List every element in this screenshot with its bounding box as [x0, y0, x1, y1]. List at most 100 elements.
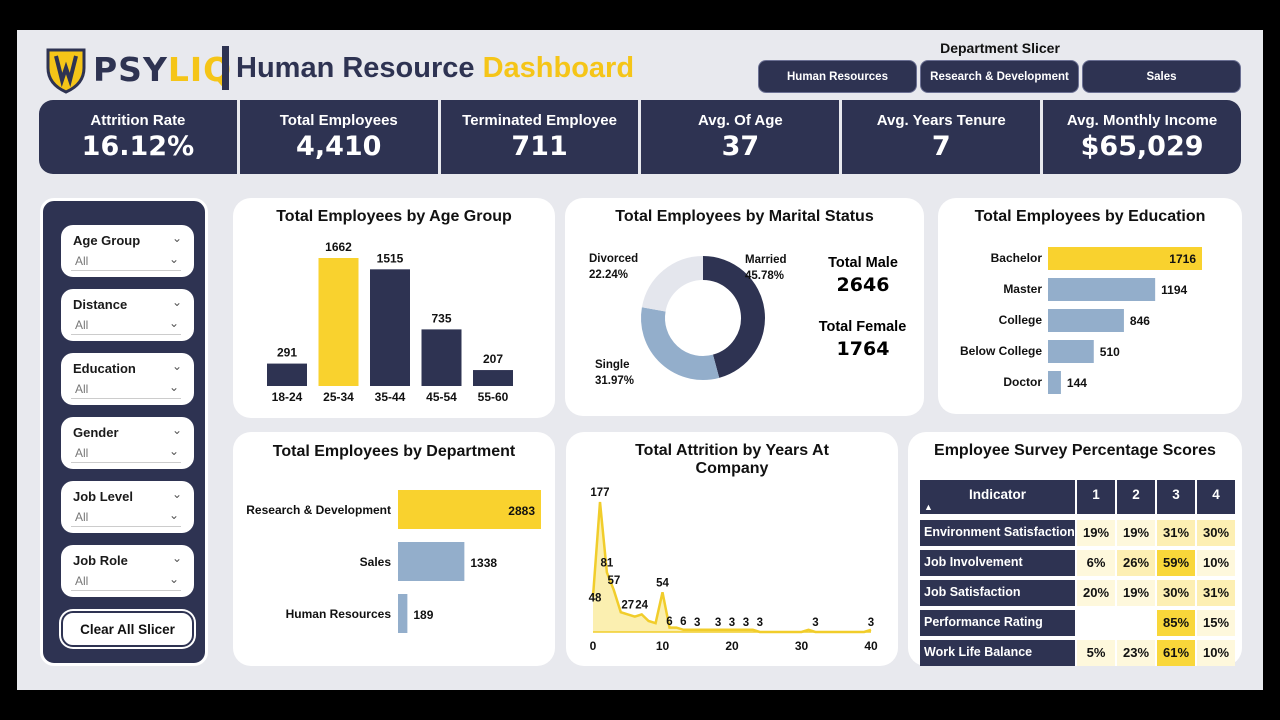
filter-panel: Age Group ⌄ All ⌄ Distance ⌄ All ⌄ Education… [40, 198, 208, 666]
filter-distance[interactable]: Distance ⌄ All ⌄ [61, 289, 194, 341]
survey-score-cell: 31% [1197, 580, 1235, 606]
age-group-chart-title: Total Employees by Age Group [276, 208, 512, 225]
education-category-label: Below College [960, 344, 1042, 358]
job-level-select[interactable]: All ⌄ [71, 508, 181, 527]
survey-header-3[interactable]: 3 [1157, 480, 1195, 514]
survey-row: Job Involvement 6% 26% 59% 10% [920, 550, 1235, 576]
survey-indicator-label: Job Involvement [920, 550, 1075, 576]
survey-score-cell: 20% [1077, 580, 1115, 606]
chevron-down-icon[interactable]: ⌄ [171, 551, 182, 565]
dept-button-research-development[interactable]: Research & Development [920, 60, 1079, 93]
survey-card: Employee Survey Percentage Scores Indica… [908, 432, 1242, 666]
age-bar [370, 269, 410, 386]
survey-score-cell: 85% [1157, 610, 1195, 636]
attrition-point-label: 54 [656, 577, 669, 589]
survey-header-1[interactable]: 1 [1077, 480, 1115, 514]
survey-indicator-label: Work Life Balance [920, 640, 1075, 666]
survey-header-4[interactable]: 4 [1197, 480, 1235, 514]
attrition-point-label: 3 [715, 617, 721, 629]
attrition-point-label: 81 [601, 558, 614, 570]
education-category-label: College [999, 313, 1043, 327]
attrition-point-label: 24 [635, 599, 648, 611]
marital-status-card: Total Employees by Marital Status Marrie… [565, 198, 924, 416]
education-category-label: Master [1003, 282, 1042, 296]
age-group-chart: 291 18-24 1662 25-34 1515 35-44 735 45-54 207 55-… [267, 240, 513, 404]
attrition-chart-title: Total Attrition by Years At Company [635, 442, 829, 477]
attrition-x-tick: 20 [725, 639, 739, 653]
job-role-select[interactable]: All ⌄ [71, 572, 181, 591]
total-female-value: 1764 [836, 338, 890, 360]
attrition-point-label: 3 [812, 617, 818, 629]
dept-button-sales[interactable]: Sales [1082, 60, 1241, 93]
attrition-x-tick: 10 [656, 639, 670, 653]
attrition-point-label: 177 [590, 487, 609, 499]
chevron-down-icon[interactable]: ⌄ [171, 359, 182, 373]
survey-row: Work Life Balance 5% 23% 61% 10% [920, 640, 1235, 666]
age-bar-label: 1662 [325, 240, 352, 254]
age-bar-label: 291 [277, 346, 297, 360]
chevron-down-icon[interactable]: ⌄ [171, 295, 182, 309]
survey-score-cell [1117, 610, 1155, 636]
survey-score-cell: 19% [1117, 520, 1155, 546]
survey-score-cell: 19% [1117, 580, 1155, 606]
sort-ascending-icon: ▲ [924, 502, 933, 512]
survey-indicator-label: Environment Satisfaction [920, 520, 1075, 546]
chevron-down-icon[interactable]: ⌄ [171, 231, 182, 245]
total-male-label: Total Male [828, 255, 898, 271]
survey-row: Environment Satisfaction 19% 19% 31% 30% [920, 520, 1235, 546]
distance-select[interactable]: All ⌄ [71, 316, 181, 335]
filter-age-group[interactable]: Age Group ⌄ All ⌄ [61, 225, 194, 277]
survey-row: Performance Rating 85% 15% [920, 610, 1235, 636]
age-bar [421, 329, 462, 386]
department-category-label: Sales [360, 555, 392, 569]
survey-score-cell: 26% [1117, 550, 1155, 576]
filter-job-level[interactable]: Job Level ⌄ All ⌄ [61, 481, 194, 533]
filter-education[interactable]: Education ⌄ All ⌄ [61, 353, 194, 405]
psyliq-logo-icon [46, 48, 86, 94]
department-bar-label: 1338 [470, 556, 497, 570]
chevron-down-icon[interactable]: ⌄ [171, 423, 182, 437]
marital-slice-percent: 45.78% [745, 270, 784, 282]
department-bar-label: 189 [413, 608, 433, 622]
education-bar-label: 144 [1067, 376, 1087, 390]
education-card: Total Employees by Education Bachelor 171… [938, 198, 1242, 414]
attrition-area [593, 502, 871, 632]
education-category-label: Doctor [1003, 375, 1042, 389]
survey-indicator-label: Job Satisfaction [920, 580, 1075, 606]
filter-gender[interactable]: Gender ⌄ All ⌄ [61, 417, 194, 469]
attrition-x-tick: 40 [864, 639, 878, 653]
title-divider [222, 46, 229, 90]
survey-header-2[interactable]: 2 [1117, 480, 1155, 514]
attrition-point-label: 6 [680, 616, 686, 628]
attrition-point-label: 3 [729, 617, 735, 629]
page-title: Human Resource Dashboard [236, 52, 635, 84]
gender-select[interactable]: All ⌄ [71, 444, 181, 463]
total-female-label: Total Female [818, 319, 907, 335]
kpi-attrition-rate: Attrition Rate 16.12% [39, 100, 240, 174]
chevron-down-icon[interactable]: ⌄ [171, 487, 182, 501]
survey-score-cell: 61% [1157, 640, 1195, 666]
survey-indicator-label: Performance Rating [920, 610, 1075, 636]
education-bar [1048, 309, 1124, 332]
survey-score-cell: 15% [1197, 610, 1235, 636]
education-select[interactable]: All ⌄ [71, 380, 181, 399]
filter-job-role[interactable]: Job Role ⌄ All ⌄ [61, 545, 194, 597]
attrition-point-label: 3 [868, 617, 874, 629]
kpi-avg-tenure: Avg. Years Tenure 7 [842, 100, 1044, 174]
survey-header-indicator[interactable]: Indicator ▲ [920, 480, 1075, 514]
age-bar [473, 370, 513, 386]
total-male-value: 2646 [836, 274, 890, 296]
marital-slice-name: Single [595, 359, 630, 371]
survey-score-cell: 6% [1077, 550, 1115, 576]
clear-all-slicer-button[interactable]: Clear All Slicer [61, 611, 194, 647]
age-group-select[interactable]: All ⌄ [71, 252, 181, 271]
marital-slice-percent: 22.24% [589, 269, 628, 281]
attrition-point-label: 27 [621, 599, 634, 611]
kpi-avg-monthly-income: Avg. Monthly Income $65,029 [1066, 112, 1218, 162]
department-bar [398, 490, 541, 529]
dept-button-human-resources[interactable]: Human Resources [758, 60, 917, 93]
kpi-total-employees: Total Employees 4,410 [240, 100, 441, 174]
marital-slice [641, 256, 704, 313]
marital-slice-name: Divorced [589, 253, 638, 265]
